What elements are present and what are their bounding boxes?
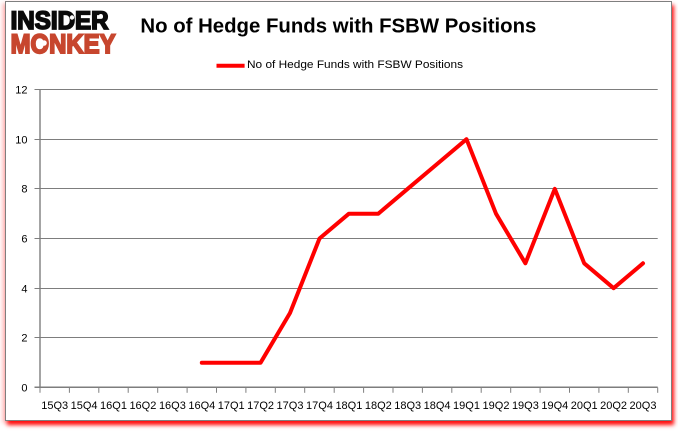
svg-text:19Q3: 19Q3: [512, 400, 539, 412]
svg-text:18Q1: 18Q1: [335, 400, 362, 412]
svg-text:20Q1: 20Q1: [571, 400, 598, 412]
svg-text:19Q4: 19Q4: [541, 400, 568, 412]
svg-text:MONKEY: MONKEY: [11, 29, 116, 59]
svg-text:16Q3: 16Q3: [159, 400, 186, 412]
svg-text:15Q3: 15Q3: [41, 400, 68, 412]
svg-text:15Q4: 15Q4: [71, 400, 98, 412]
svg-text:16Q2: 16Q2: [129, 400, 156, 412]
svg-text:12: 12: [15, 84, 27, 96]
svg-text:16Q4: 16Q4: [188, 400, 215, 412]
svg-text:18Q2: 18Q2: [365, 400, 392, 412]
svg-text:6: 6: [21, 233, 27, 245]
svg-text:17Q3: 17Q3: [277, 400, 304, 412]
svg-text:18Q3: 18Q3: [394, 400, 421, 412]
svg-text:8: 8: [21, 183, 27, 195]
svg-text:20Q2: 20Q2: [600, 400, 627, 412]
svg-text:16Q1: 16Q1: [100, 400, 127, 412]
svg-text:No of Hedge Funds with FSBW Po: No of Hedge Funds with FSBW Positions: [247, 59, 464, 71]
svg-text:0: 0: [21, 382, 27, 394]
svg-text:4: 4: [21, 283, 27, 295]
svg-text:2: 2: [21, 332, 27, 344]
svg-text:INSIDER: INSIDER: [11, 7, 109, 35]
svg-text:18Q4: 18Q4: [424, 400, 451, 412]
svg-text:17Q4: 17Q4: [306, 400, 333, 412]
svg-text:10: 10: [15, 134, 27, 146]
svg-text:17Q1: 17Q1: [218, 400, 245, 412]
svg-text:20Q3: 20Q3: [630, 400, 657, 412]
svg-text:17Q2: 17Q2: [247, 400, 274, 412]
svg-text:19Q1: 19Q1: [453, 400, 480, 412]
svg-text:19Q2: 19Q2: [483, 400, 510, 412]
svg-text:No of Hedge Funds with FSBW Po: No of Hedge Funds with FSBW Positions: [140, 16, 536, 38]
